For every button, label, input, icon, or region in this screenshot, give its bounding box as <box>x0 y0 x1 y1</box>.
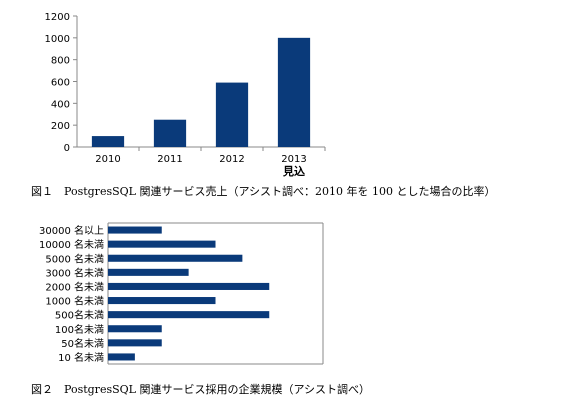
bar-row <box>108 311 270 319</box>
x-tick-label: 2010 <box>95 154 120 165</box>
y-tick-label: 0 <box>64 143 70 154</box>
bar-row <box>108 226 162 234</box>
category-label: 1000 名未満 <box>45 295 104 308</box>
bar-2013 <box>277 37 311 148</box>
bar-row <box>108 282 270 290</box>
category-label: 10 名未満 <box>58 351 104 364</box>
bar-2010 <box>91 136 125 147</box>
category-label: 3000 名未満 <box>45 266 104 279</box>
bar-2011 <box>153 119 187 147</box>
bar-row <box>108 240 216 248</box>
x-tick-label: 2013 <box>281 154 306 165</box>
bar-row <box>108 268 189 276</box>
bar-row <box>108 325 162 333</box>
category-label: 5000 名未満 <box>45 252 104 265</box>
y-tick-label: 600 <box>51 78 70 89</box>
category-label: 30000 名以上 <box>39 224 104 237</box>
category-label: 100名未満 <box>55 323 104 336</box>
y-tick-label: 1000 <box>45 34 70 45</box>
y-tick-label: 200 <box>51 121 70 132</box>
y-tick-label: 400 <box>51 99 70 110</box>
x-tick-label: 2012 <box>219 154 244 165</box>
bar-row <box>108 353 135 361</box>
category-label: 2000 名未満 <box>45 280 104 293</box>
y-tick-label: 800 <box>51 56 70 67</box>
category-label: 500名未満 <box>55 309 104 322</box>
figure1-caption: 図１ PostgresSQL 関連サービス売上（アシスト調べ：2010 年を 1… <box>31 185 496 198</box>
bar-row <box>108 254 243 262</box>
bar-2012 <box>215 82 249 147</box>
forecast-annotation: 見込 <box>282 164 305 178</box>
y-tick-label: 1200 <box>45 12 70 23</box>
bar-row <box>108 297 216 305</box>
category-label: 10000 名未満 <box>39 238 104 251</box>
x-tick-label: 2011 <box>157 154 182 165</box>
figure2-caption: 図２ PostgresSQL 関連サービス採用の企業規模（アシスト調べ） <box>31 383 371 396</box>
bar-row <box>108 339 162 347</box>
category-label: 50名未満 <box>61 337 104 350</box>
